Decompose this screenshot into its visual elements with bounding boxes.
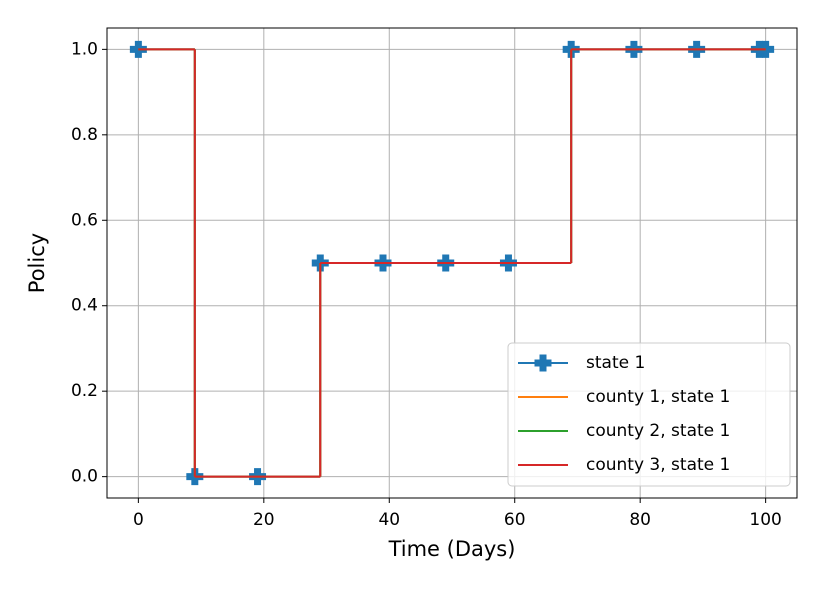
x-tick-label: 80 [629,510,651,530]
legend-label: county 2, state 1 [586,421,730,441]
x-tick-label: 0 [133,510,144,530]
y-tick-label: 0.8 [71,125,98,145]
x-tick-label: 60 [504,510,526,530]
x-tick-label: 100 [749,510,781,530]
x-tick-label: 20 [253,510,275,530]
legend-label: county 3, state 1 [586,455,730,475]
x-tick-label: 40 [378,510,400,530]
x-axis-label: Time (Days) [388,537,516,561]
plot-frame [106,27,798,499]
legend-label: state 1 [586,353,645,373]
legend-label: county 1, state 1 [586,387,730,407]
y-tick-label: 0.6 [71,210,98,230]
legend-box [507,342,791,487]
y-tick-label: 1.0 [71,39,98,59]
y-axis-label: Policy [25,233,49,293]
y-tick-label: 0.4 [71,296,98,316]
y-tick-label: 0.2 [71,381,98,401]
legend-marker [534,354,552,372]
legend: state 1 county 1, state 1 county 2, state … [507,342,791,487]
y-tick-label: 0.0 [71,467,98,487]
